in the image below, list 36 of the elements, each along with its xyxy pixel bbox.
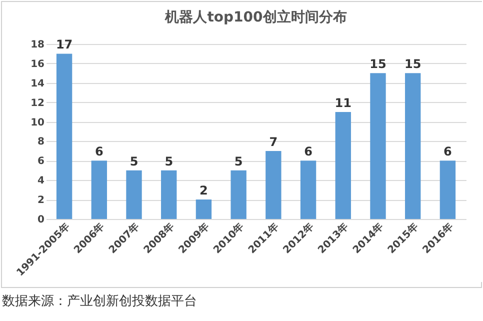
y-tick-label: 16 xyxy=(30,58,45,70)
bar xyxy=(300,160,316,219)
bar xyxy=(266,150,282,219)
data-label: 15 xyxy=(370,57,386,72)
chart-title: 机器人top100创立时间分布 xyxy=(164,8,347,26)
data-label: 5 xyxy=(164,154,174,168)
data-label: 6 xyxy=(304,144,312,159)
data-label: 6 xyxy=(444,144,452,159)
y-tick-label: 14 xyxy=(30,78,45,90)
data-label: 15 xyxy=(404,57,422,72)
y-tick-label: 6 xyxy=(38,156,45,168)
data-label: 5 xyxy=(130,154,138,168)
data-label: 11 xyxy=(334,96,352,110)
bar xyxy=(196,200,212,219)
bar xyxy=(56,54,72,219)
data-label: 2 xyxy=(200,184,208,198)
bar xyxy=(91,160,107,219)
y-tick-label: 8 xyxy=(38,136,45,148)
source-note: 数据来源：产业创新创投数据平台 xyxy=(2,293,197,310)
bar xyxy=(405,73,421,219)
data-label: 6 xyxy=(94,144,104,159)
y-tick-label: 0 xyxy=(38,214,45,226)
data-label: 7 xyxy=(269,134,278,149)
y-tick-label: 12 xyxy=(30,98,45,109)
bar xyxy=(335,112,351,219)
bar xyxy=(230,170,246,219)
data-label: 5 xyxy=(234,154,243,168)
y-tick-label: 18 xyxy=(30,40,45,50)
bar xyxy=(161,170,177,219)
bar xyxy=(440,160,456,219)
y-tick-label: 10 xyxy=(30,117,45,128)
bar xyxy=(370,73,386,219)
y-tick-label: 2 xyxy=(38,195,45,206)
bar xyxy=(126,170,142,219)
data-label: 17 xyxy=(56,38,73,52)
y-tick-label: 4 xyxy=(38,176,45,187)
